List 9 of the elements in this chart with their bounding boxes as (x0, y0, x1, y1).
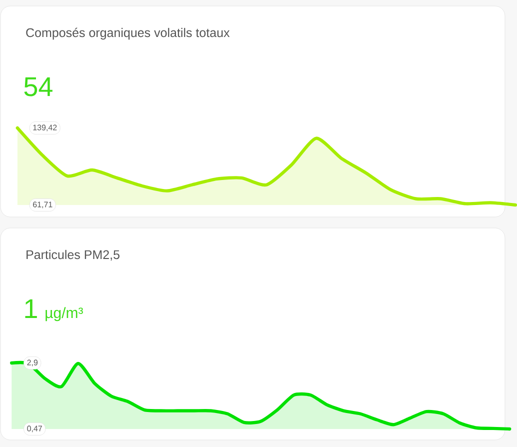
y-tick-label: 2,9 (27, 360, 38, 366)
chart-subtitle: 54 (24, 77, 52, 96)
chart-title: Composés organiques volatils totaux (26, 28, 230, 40)
text: µg/m³ (46, 307, 83, 322)
y-tick-label: 61,71 (33, 202, 52, 208)
chart-subtitle: 1 (25, 299, 37, 318)
y-tick-label: 139,42 (33, 124, 57, 132)
y-tick-label: 0,47 (27, 426, 42, 432)
chart-title: Particules PM2,5 (26, 250, 120, 261)
